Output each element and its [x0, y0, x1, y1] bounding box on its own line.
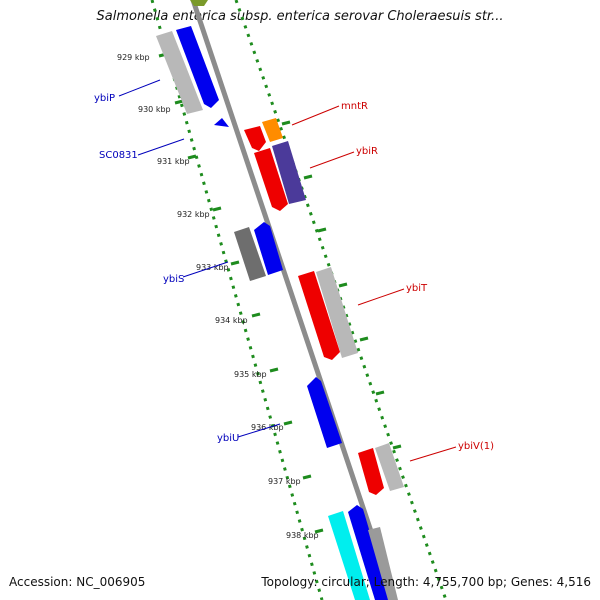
major-ticks [158, 52, 402, 534]
gene-features[interactable] [156, 0, 404, 600]
gene-ybiP[interactable] [176, 26, 219, 108]
gene-olive-top[interactable] [190, 0, 208, 6]
accession-text: Accession: NC_006905 [9, 575, 146, 589]
gene-ybiT-red[interactable] [298, 271, 340, 360]
label-leaders [118, 79, 457, 462]
outer-tick-ring [150, 0, 448, 600]
kbp-label: 935 kbp [234, 370, 267, 379]
genome-summary-text: Topology: circular; Length: 4,755,700 bp… [261, 575, 591, 589]
gene-ybiU[interactable] [307, 377, 342, 448]
gene-grey-dark[interactable] [234, 227, 266, 281]
gene-bottom-grey[interactable] [368, 527, 398, 600]
kbp-label: 931 kbp [157, 157, 190, 166]
kbp-label: 930 kbp [138, 105, 171, 114]
gene-labels[interactable]: ybiP SC0831 ybiS ybiU mntR ybiR ybiT ybi… [94, 93, 494, 452]
kbp-label: 932 kbp [177, 210, 210, 219]
gene-ybiS[interactable] [254, 222, 283, 275]
genome-backbone [190, 0, 397, 600]
gene-label-ybiS[interactable]: ybiS [163, 274, 184, 285]
kbp-label: 938 kbp [286, 531, 319, 540]
gene-ybiR-red[interactable] [254, 148, 288, 211]
gene-sc0831[interactable] [214, 118, 229, 127]
gene-ybiV-grey[interactable] [375, 443, 404, 491]
gene-label-ybiP[interactable]: ybiP [94, 93, 115, 104]
kbp-labels: 929 kbp 930 kbp 931 kbp 932 kbp 933 kbp … [117, 53, 319, 540]
gene-label-ybiT[interactable]: ybiT [406, 283, 428, 294]
gene-cyan[interactable] [328, 511, 370, 600]
gene-label-ybiV1[interactable]: ybiV(1) [458, 441, 494, 452]
kbp-label: 929 kbp [117, 53, 150, 62]
gene-label-sc0831[interactable]: SC0831 [99, 150, 138, 161]
gene-ybiR-purple[interactable] [272, 141, 306, 204]
gene-mntR[interactable] [262, 118, 283, 142]
gene-red-small[interactable] [244, 126, 266, 151]
gene-label-mntR[interactable]: mntR [341, 101, 368, 112]
gene-ybiT-grey[interactable] [316, 267, 358, 358]
gene-ybiV-red[interactable] [358, 448, 384, 495]
gene-bottom-blue[interactable] [348, 505, 390, 600]
gene-label-ybiU[interactable]: ybiU [217, 433, 239, 444]
kbp-label: 934 kbp [215, 316, 248, 325]
gene-grey-ybiP-pair[interactable] [156, 31, 203, 114]
gene-label-ybiR[interactable]: ybiR [356, 146, 378, 157]
kbp-label: 937 kbp [268, 477, 301, 486]
